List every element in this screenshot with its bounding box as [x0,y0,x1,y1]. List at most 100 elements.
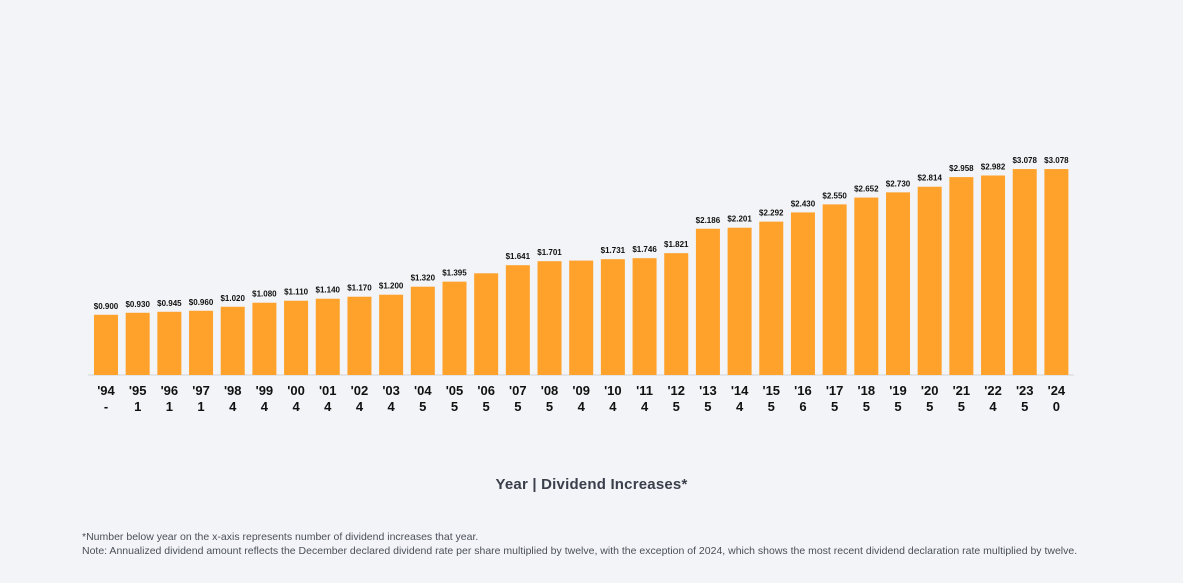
year-tick-6: '00 [287,383,305,398]
year-tick-27: '21 [953,383,971,398]
year-tick-15: '09 [572,383,590,398]
bar-3 [189,310,214,375]
bar-8 [347,296,372,375]
year-tick-17: '11 [636,383,653,398]
data-label-3: $0.960 [189,298,214,307]
increase-count-25: 5 [894,399,901,414]
increase-count-15: 4 [578,399,586,414]
increase-count-8: 4 [356,399,364,414]
increase-count-21: 5 [768,399,775,414]
bar-29 [1012,169,1037,375]
data-label-9: $1.200 [379,282,404,291]
year-tick-20: '14 [731,383,749,398]
year-tick-23: '17 [826,383,844,398]
increase-count-23: 5 [831,399,838,414]
bar-9 [379,294,404,375]
increase-count-10: 5 [419,399,426,414]
increase-count-22: 6 [799,399,806,414]
data-label-10: $1.320 [411,274,436,283]
year-tick-12: '06 [477,383,495,398]
year-tick-5: '99 [256,383,274,398]
bar-11 [442,281,467,375]
increase-count-26: 5 [926,399,933,414]
data-label-7: $1.140 [316,286,341,295]
bar-21 [759,221,784,375]
year-tick-10: '04 [414,383,432,398]
data-label-2: $0.945 [157,299,182,308]
increase-count-27: 5 [958,399,965,414]
data-label-24: $2.652 [854,185,879,194]
data-label-18: $1.821 [664,240,689,249]
bar-23 [822,204,847,375]
year-tick-16: '10 [604,383,622,398]
year-tick-29: '23 [1016,383,1034,398]
year-tick-8: '02 [351,383,369,398]
increase-count-28: 4 [989,399,997,414]
year-tick-0: '94 [97,383,115,398]
increase-count-0: - [104,399,108,414]
year-tick-13: '07 [509,383,527,398]
data-label-13: $1.641 [506,252,531,261]
bar-13 [505,265,530,375]
data-label-0: $0.900 [94,302,119,311]
bar-10 [410,286,435,375]
bar-22 [790,212,815,375]
data-label-16: $1.731 [601,246,626,255]
year-tick-30: '24 [1048,383,1066,398]
footnote-asterisk: *Number below year on the x-axis represe… [82,531,479,543]
bar-17 [632,258,657,375]
increase-count-24: 5 [863,399,870,414]
increase-count-6: 4 [292,399,300,414]
x-axis-title: Year | Dividend Increases* [495,476,688,493]
year-tick-24: '18 [858,383,876,398]
year-tick-28: '22 [984,383,1002,398]
data-label-5: $1.080 [252,290,277,299]
increase-count-4: 4 [229,399,237,414]
increase-count-13: 5 [514,399,521,414]
data-label-19: $2.186 [696,216,721,225]
bar-14 [537,261,562,375]
bar-2 [157,311,182,375]
bar-26 [917,186,942,375]
bar-25 [886,192,910,375]
year-tick-21: '15 [762,383,780,398]
data-label-6: $1.110 [284,288,309,297]
data-label-23: $2.550 [822,191,847,200]
increase-count-9: 4 [388,399,396,414]
increase-count-5: 4 [261,399,269,414]
footnotes: *Number below year on the x-axis represe… [82,530,1082,558]
bar-0 [94,314,118,375]
increase-count-3: 1 [197,399,204,414]
data-label-22: $2.430 [791,199,816,208]
data-label-11: $1.395 [442,269,467,278]
data-label-14: $1.701 [537,248,562,257]
data-label-28: $2.982 [981,162,1006,171]
increase-count-29: 5 [1021,399,1028,414]
data-label-17: $1.746 [632,245,657,254]
data-label-29: $3.078 [1012,156,1037,165]
data-label-27: $2.958 [949,164,974,173]
data-label-1: $0.930 [125,300,150,309]
data-label-25: $2.730 [886,179,911,188]
year-tick-19: '13 [699,383,717,398]
data-label-26: $2.814 [917,174,942,183]
increase-count-1: 1 [134,399,141,414]
data-label-20: $2.201 [727,215,752,224]
increase-count-16: 4 [609,399,617,414]
bar-27 [949,177,974,375]
bar-7 [315,298,340,375]
bar-4 [220,306,245,375]
year-tick-26: '20 [921,383,939,398]
increase-count-17: 4 [641,399,649,414]
bar-16 [600,259,625,375]
increase-count-7: 4 [324,399,332,414]
bar-24 [854,197,879,375]
year-tick-4: '98 [224,383,242,398]
bar-1 [125,312,150,375]
increase-count-2: 1 [166,399,173,414]
bar-28 [981,175,1006,375]
bar-6 [284,300,309,375]
year-tick-2: '96 [161,383,179,398]
increase-count-14: 5 [546,399,553,414]
